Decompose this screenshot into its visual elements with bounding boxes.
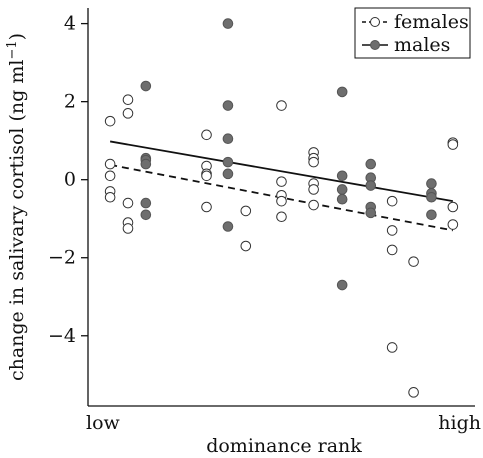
legend-males-label: males: [394, 34, 450, 56]
y-tick-label: 0: [64, 169, 76, 191]
males-point: [222, 221, 234, 232]
males-point: [140, 209, 152, 221]
y-tick-label: −2: [48, 247, 76, 269]
females-point: [201, 201, 212, 213]
legend-males-marker: [370, 40, 380, 50]
males-point: [222, 168, 234, 180]
females-point: [122, 108, 134, 119]
y-axis-title-close: ): [6, 33, 28, 40]
data-points: [104, 18, 459, 398]
males-point: [140, 158, 152, 170]
x-tick-label-high: high: [438, 412, 481, 434]
females-point: [276, 176, 287, 187]
males-point: [336, 184, 348, 195]
females-point: [386, 342, 398, 353]
y-tick-label: 2: [64, 91, 76, 113]
males-point: [140, 80, 152, 92]
females-point: [104, 191, 116, 203]
females-point: [308, 184, 319, 195]
females-point: [240, 240, 252, 252]
females-point: [240, 205, 252, 217]
females-point: [386, 195, 398, 207]
males-point: [140, 197, 152, 209]
females-point: [104, 170, 116, 182]
males-point: [426, 178, 437, 189]
males-point: [426, 209, 437, 221]
males-point: [222, 156, 234, 168]
y-axis-title-main: change in salivary cortisol (ng ml: [6, 60, 28, 382]
females-point: [386, 225, 398, 236]
males-point: [222, 133, 234, 145]
males-point: [365, 180, 377, 191]
females-point: [201, 129, 212, 141]
males-point: [426, 191, 437, 203]
y-axis-title: change in salivary cortisol (ng ml−1): [5, 33, 28, 381]
females-point: [308, 156, 319, 168]
females-point: [408, 387, 419, 398]
males-point: [365, 158, 377, 170]
males-trend-line: [109, 140, 454, 203]
legend-females-marker: [370, 17, 380, 27]
females-point: [276, 195, 287, 207]
females-point: [308, 199, 319, 211]
females-point: [447, 139, 459, 150]
males-point: [336, 86, 348, 98]
males-point: [222, 18, 234, 29]
males-point: [365, 207, 377, 219]
females-point: [122, 94, 134, 105]
x-axis-title: dominance rank: [206, 435, 362, 457]
legend-females-label: females: [394, 11, 469, 33]
axes: [87, 8, 475, 407]
females-point: [201, 170, 212, 182]
males-point: [222, 100, 234, 111]
males-point: [336, 170, 348, 182]
males-point: [336, 279, 348, 291]
females-point: [104, 115, 116, 127]
females-point: [386, 244, 398, 256]
females-point: [276, 211, 287, 223]
females-point: [408, 256, 419, 267]
males-point: [336, 193, 348, 205]
females-point: [104, 158, 116, 170]
y-ticks: 4 2 0 −2 −4: [48, 13, 88, 347]
females-point: [447, 201, 459, 213]
y-tick-label: −4: [48, 325, 76, 347]
x-tick-label-low: low: [86, 412, 121, 434]
females-point: [447, 219, 459, 230]
y-tick-label: 4: [64, 13, 76, 35]
y-axis-title-superscript: −1: [5, 40, 20, 59]
females-point: [122, 197, 134, 209]
females-point: [276, 100, 287, 111]
females-point: [122, 223, 134, 234]
